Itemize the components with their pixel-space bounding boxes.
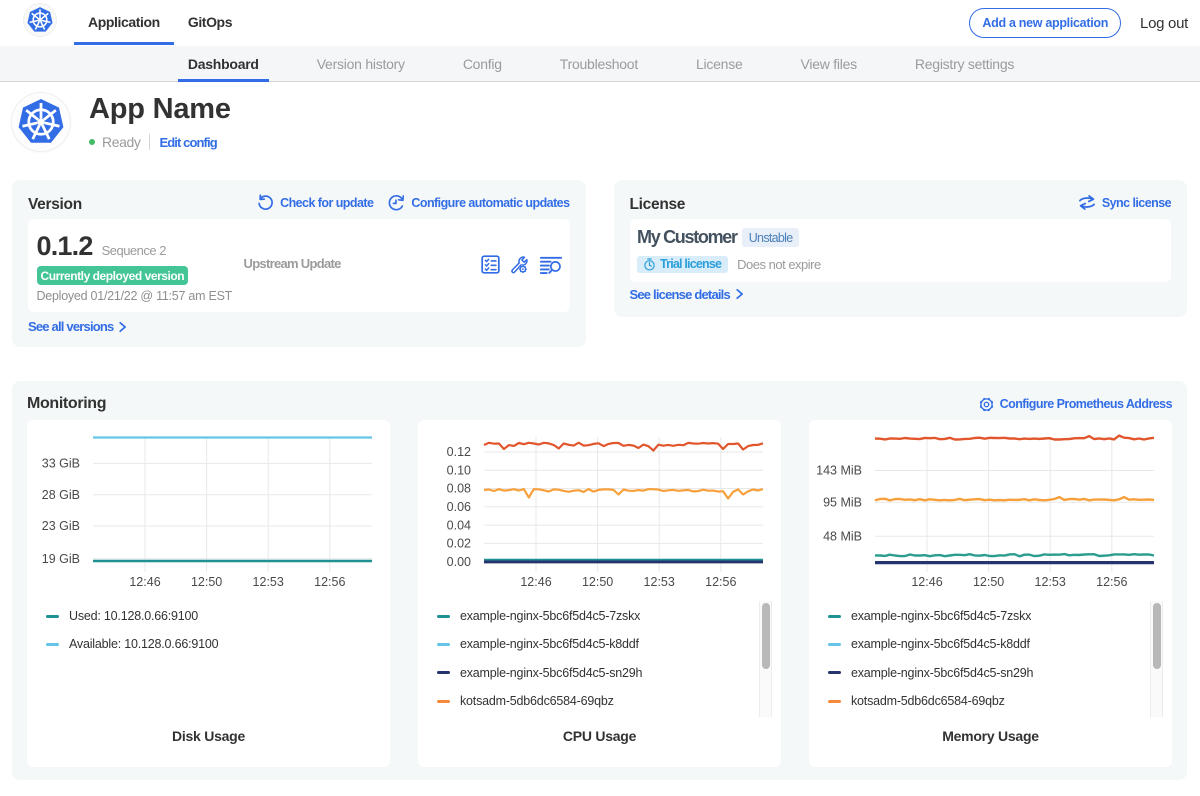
svg-text:33 GiB: 33 GiB <box>42 457 80 471</box>
svg-text:23 GiB: 23 GiB <box>42 519 80 533</box>
svg-text:0.10: 0.10 <box>447 464 471 478</box>
svg-text:12:46: 12:46 <box>520 575 551 589</box>
svg-text:12:56: 12:56 <box>1096 575 1127 589</box>
svg-text:12:50: 12:50 <box>191 575 222 589</box>
svg-text:0.02: 0.02 <box>447 537 471 551</box>
svg-text:12:53: 12:53 <box>253 575 284 589</box>
svg-text:12:46: 12:46 <box>129 575 160 589</box>
svg-text:48 MiB: 48 MiB <box>823 530 862 544</box>
svg-text:0.06: 0.06 <box>447 500 471 514</box>
svg-text:95 MiB: 95 MiB <box>823 496 862 510</box>
svg-text:0.12: 0.12 <box>447 445 471 459</box>
svg-text:143 MiB: 143 MiB <box>816 464 862 478</box>
svg-text:12:56: 12:56 <box>314 575 345 589</box>
svg-text:28 GiB: 28 GiB <box>42 488 80 502</box>
svg-text:0.04: 0.04 <box>447 518 471 532</box>
svg-text:12:50: 12:50 <box>973 575 1004 589</box>
svg-text:12:50: 12:50 <box>582 575 613 589</box>
svg-text:12:53: 12:53 <box>1035 575 1066 589</box>
svg-text:19 GiB: 19 GiB <box>42 552 80 566</box>
svg-text:12:56: 12:56 <box>705 575 736 589</box>
svg-text:12:53: 12:53 <box>644 575 675 589</box>
svg-text:12:46: 12:46 <box>911 575 942 589</box>
svg-text:0.08: 0.08 <box>447 482 471 496</box>
svg-text:0.00: 0.00 <box>447 555 471 569</box>
